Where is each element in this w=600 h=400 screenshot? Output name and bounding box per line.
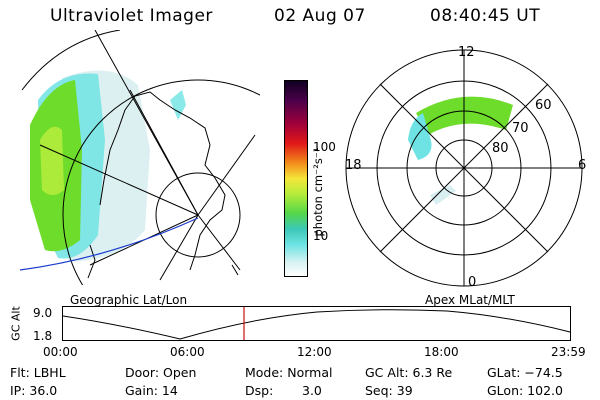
altitude-min-label: 1.8 — [33, 329, 53, 343]
colorbar-tick-10: 10 — [313, 229, 329, 243]
polar-plot — [345, 49, 583, 287]
app-title: Ultraviolet Imager — [50, 6, 213, 26]
mlat-label-60: 60 — [535, 98, 552, 113]
colorbar-unit-label: photon cm⁻²s⁻¹ — [311, 147, 325, 237]
aurora-lime-patch — [40, 126, 64, 195]
colorbar-tick-100: 100 — [313, 140, 336, 154]
info-dsp-value: 3.0 — [302, 383, 322, 398]
time-tick-1800: 18:00 — [424, 345, 459, 359]
info-gain: Gain: 14 — [125, 383, 178, 398]
aurora-cyan-streak — [170, 90, 186, 120]
altitude-timeline[interactable] — [62, 306, 572, 342]
mlt-label-12: 12 — [458, 45, 475, 60]
altitude-curve — [62, 309, 571, 340]
time-tick-2359: 23:59 — [551, 345, 586, 359]
altitude-max-label: 9.0 — [33, 306, 53, 320]
apex-caption: Apex MLat/MLT — [425, 293, 515, 307]
mlat-label-70: 70 — [512, 121, 529, 136]
geo-caption: Geographic Lat/Lon — [70, 293, 188, 307]
mlt-label-0: 0 — [468, 275, 477, 290]
time-tick-1200: 12:00 — [297, 345, 332, 359]
info-flt: Flt: LBHL — [10, 365, 66, 380]
mlt-label-18: 18 — [345, 158, 362, 173]
colorbar — [284, 80, 308, 277]
info-ip: IP: 36.0 — [10, 383, 58, 398]
info-door: Door: Open — [125, 365, 197, 380]
polar-aurora-cyan — [408, 113, 432, 160]
info-mode: Mode: Normal — [245, 365, 333, 380]
ground-track — [19, 217, 199, 271]
altitude-axis-label: GC Alt — [9, 306, 23, 341]
info-glat: GLat: −74.5 — [487, 365, 563, 380]
polar-aurora-pale — [430, 185, 456, 205]
info-seq: Seq: 39 — [365, 383, 413, 398]
time-tick-0600: 06:00 — [170, 345, 205, 359]
info-dsp-label: Dsp: — [245, 383, 274, 398]
info-gcalt: GC Alt: 6.3 Re — [365, 365, 453, 380]
info-glon: GLon: 102.0 — [487, 383, 563, 398]
date-label: 02 Aug 07 — [274, 6, 366, 26]
mlt-label-6: 6 — [578, 158, 587, 173]
geographic-map — [19, 30, 260, 285]
time-tick-0000: 00:00 — [43, 345, 78, 359]
time-label: 08:40:45 UT — [430, 6, 541, 26]
mlat-label-80: 80 — [492, 141, 509, 156]
coastline — [87, 91, 239, 279]
